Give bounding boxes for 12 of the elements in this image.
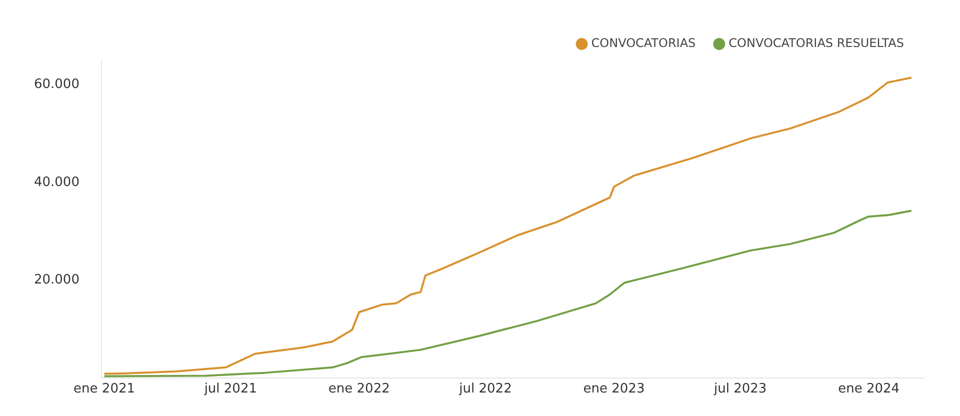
x-tick-label: jul 2023 <box>713 381 767 396</box>
x-tick-label: jul 2022 <box>458 381 512 396</box>
x-tick-label: ene 2024 <box>838 381 900 396</box>
y-tick-label: 40.000 <box>34 174 80 190</box>
y-tick-label: 60.000 <box>34 76 80 92</box>
x-tick-label: jul 2021 <box>203 381 258 396</box>
legend-label: CONVOCATORIAS RESUELTAS <box>728 36 904 50</box>
legend-label: CONVOCATORIAS <box>591 36 696 50</box>
y-tick-label: 20.000 <box>34 272 80 288</box>
x-tick-label: ene 2021 <box>74 381 136 396</box>
x-tick-label: ene 2023 <box>583 381 645 396</box>
x-tick-label: ene 2022 <box>328 381 390 396</box>
